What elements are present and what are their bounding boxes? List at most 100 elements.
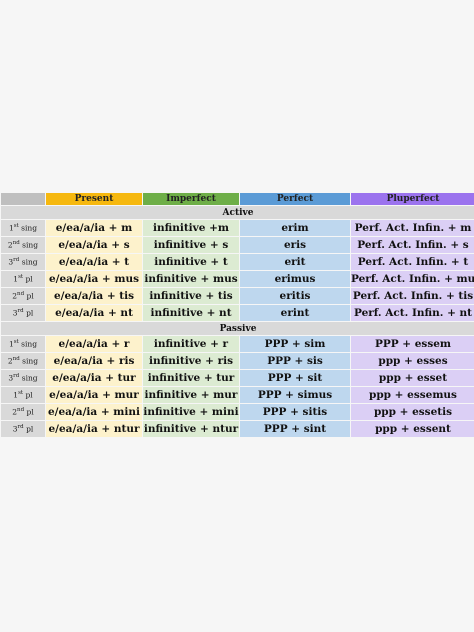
table-cell: infinitive + mus — [143, 271, 239, 287]
person-word: sing — [21, 257, 38, 267]
table-cell: e/ea/a/ia + tur — [46, 370, 142, 386]
person-ordinal: nd — [12, 240, 20, 247]
table-cell: ppp + essetis — [351, 404, 474, 420]
person-number: 1 — [13, 274, 19, 284]
person-word: pl — [26, 291, 34, 301]
person-ordinal: rd — [17, 424, 24, 431]
active-section-title: Active — [1, 206, 474, 219]
table-row: 3rd sing e/ea/a/ia + t infinitive + t erit P… — [1, 254, 474, 270]
table-cell: infinitive + mur — [143, 387, 239, 403]
table-cell: infinitive + t — [143, 254, 239, 270]
table-cell: PPP + simus — [240, 387, 350, 403]
person-ordinal: rd — [13, 257, 20, 264]
table-cell: e/ea/a/ia + nt — [46, 305, 142, 321]
person-number: 2 — [12, 291, 18, 301]
person-label: 1st sing — [1, 220, 45, 236]
person-word: sing — [21, 373, 38, 383]
conjugation-sheet: Present Imperfect Perfect Pluperfect Act… — [0, 192, 474, 438]
table-row: 1st sing e/ea/a/ia + r infinitive + r PPP +… — [1, 336, 474, 352]
table-cell: PPP + essem — [351, 336, 474, 352]
person-word: sing — [22, 240, 39, 250]
table-cell: erint — [240, 305, 350, 321]
table-cell: infinitive + nt — [143, 305, 239, 321]
person-number: 1 — [8, 339, 14, 349]
table-row: 2nd pl e/ea/a/ia + tis infinitive + tis eri… — [1, 288, 474, 304]
table-cell: infinitive + r — [143, 336, 239, 352]
person-ordinal: rd — [17, 308, 24, 315]
person-number: 1 — [8, 223, 14, 233]
person-label: 3rd pl — [1, 421, 45, 437]
person-label: 3rd pl — [1, 305, 45, 321]
table-row: 3rd pl e/ea/a/ia + ntur infinitive + ntur P… — [1, 421, 474, 437]
person-label: 2nd pl — [1, 288, 45, 304]
table-cell: e/ea/a/ia + t — [46, 254, 142, 270]
table-row: 2nd pl e/ea/a/ia + mini infinitive + mini P… — [1, 404, 474, 420]
table-cell: e/ea/a/ia + r — [46, 336, 142, 352]
corner-cell — [1, 193, 45, 205]
table-cell: infinitive +m — [143, 220, 239, 236]
table-row: 3rd sing e/ea/a/ia + tur infinitive + tur P… — [1, 370, 474, 386]
table-cell: PPP + sitis — [240, 404, 350, 420]
person-number: 2 — [12, 407, 18, 417]
person-number: 2 — [7, 356, 13, 366]
person-word: pl — [26, 308, 34, 318]
person-number: 3 — [12, 424, 18, 434]
header-pluperfect: Pluperfect — [351, 193, 474, 205]
table-cell: infinitive + mini — [143, 404, 239, 420]
header-present: Present — [46, 193, 142, 205]
table-cell: e/ea/a/ia + tis — [46, 288, 142, 304]
passive-section-title: Passive — [1, 322, 474, 335]
passive-section-row: Passive — [1, 322, 474, 335]
person-label: 2nd pl — [1, 404, 45, 420]
person-label: 2nd sing — [1, 237, 45, 253]
table-cell: infinitive + ris — [143, 353, 239, 369]
table-cell: ppp + esset — [351, 370, 474, 386]
table-row: 1st pl e/ea/a/ia + mur infinitive + mur PPP… — [1, 387, 474, 403]
table-row: 3rd pl e/ea/a/ia + nt infinitive + nt erint… — [1, 305, 474, 321]
active-section-row: Active — [1, 206, 474, 219]
conjugation-table: Present Imperfect Perfect Pluperfect Act… — [0, 192, 474, 438]
person-number: 3 — [8, 257, 14, 267]
person-label: 1st pl — [1, 387, 45, 403]
table-cell: Perf. Act. Infin. + s — [351, 237, 474, 253]
table-row: 1st pl e/ea/a/ia + mus infinitive + mus eri… — [1, 271, 474, 287]
table-cell: PPP + sint — [240, 421, 350, 437]
person-ordinal: nd — [17, 291, 25, 298]
person-word: pl — [25, 390, 33, 400]
person-label: 2nd sing — [1, 353, 45, 369]
table-row: 1st sing e/ea/a/ia + m infinitive +m erim Pe… — [1, 220, 474, 236]
table-cell: e/ea/a/ia + mini — [46, 404, 142, 420]
table-cell: erimus — [240, 271, 350, 287]
table-cell: infinitive + ntur — [143, 421, 239, 437]
header-row: Present Imperfect Perfect Pluperfect — [1, 193, 474, 205]
table-cell: erit — [240, 254, 350, 270]
person-label: 3rd sing — [1, 254, 45, 270]
header-perfect: Perfect — [240, 193, 350, 205]
person-word: pl — [26, 407, 34, 417]
person-number: 3 — [12, 308, 18, 318]
table-cell: e/ea/a/ia + s — [46, 237, 142, 253]
person-number: 2 — [7, 240, 13, 250]
table-cell: eris — [240, 237, 350, 253]
table-cell: e/ea/a/ia + ris — [46, 353, 142, 369]
person-ordinal: rd — [13, 373, 20, 380]
person-number: 3 — [8, 373, 14, 383]
table-cell: e/ea/a/ia + m — [46, 220, 142, 236]
table-cell: Perf. Act. Infin. + t — [351, 254, 474, 270]
person-label: 1st sing — [1, 336, 45, 352]
person-word: pl — [25, 274, 33, 284]
table-cell: erim — [240, 220, 350, 236]
person-ordinal: nd — [12, 356, 20, 363]
person-number: 1 — [13, 390, 19, 400]
person-ordinal: st — [18, 390, 24, 397]
table-row: 2nd sing e/ea/a/ia + ris infinitive + ris P… — [1, 353, 474, 369]
table-cell: PPP + sis — [240, 353, 350, 369]
person-ordinal: st — [13, 223, 19, 230]
table-cell: PPP + sit — [240, 370, 350, 386]
person-ordinal: st — [13, 339, 19, 346]
table-cell: ppp + essemus — [351, 387, 474, 403]
person-word: sing — [21, 339, 38, 349]
person-ordinal: nd — [17, 407, 25, 414]
table-cell: infinitive + tis — [143, 288, 239, 304]
table-cell: infinitive + tur — [143, 370, 239, 386]
